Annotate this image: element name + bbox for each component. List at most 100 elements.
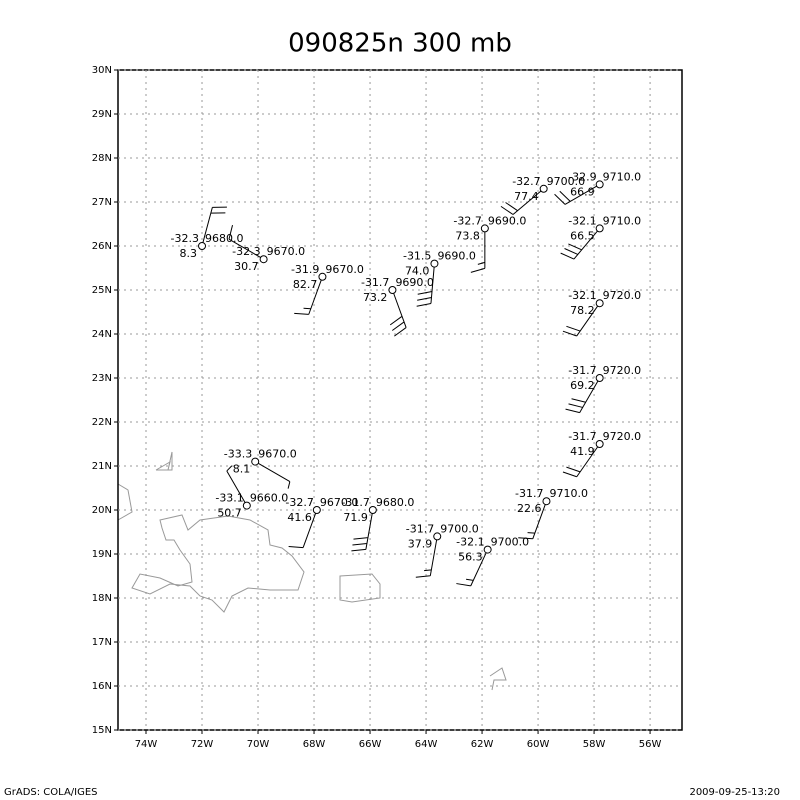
- height-label: 9720.0: [603, 364, 642, 377]
- footer-left: GrADS: COLA/IGES: [4, 787, 98, 798]
- temperature-label: -33.3: [224, 448, 252, 461]
- temperature-label: -31.7: [515, 487, 543, 500]
- footer-right: 2009-09-25-13:20: [689, 787, 780, 798]
- rh-label: 77.4: [514, 190, 539, 203]
- temperature-label: -32.9: [568, 170, 596, 183]
- height-label: 9720.0: [603, 289, 642, 302]
- rh-label: 41.6: [287, 511, 312, 524]
- wind-barb: [416, 263, 435, 307]
- rh-label: 69.2: [570, 379, 595, 392]
- wind-barb: [554, 183, 600, 205]
- station-marker: [595, 440, 604, 448]
- station-marker: [318, 272, 327, 281]
- rh-label: 66.9: [570, 185, 595, 198]
- station-marker: [259, 255, 268, 264]
- height-label: 9680.0: [376, 496, 415, 509]
- lon-label: 60W: [527, 739, 550, 750]
- station-marker: [251, 457, 260, 466]
- rh-label: 8.1: [233, 463, 251, 476]
- height-label: 9690.0: [395, 276, 434, 289]
- station-marker: [595, 224, 604, 233]
- height-label: 9660.0: [250, 492, 289, 505]
- lat-label: 18N: [92, 593, 112, 604]
- lat-label: 21N: [92, 461, 112, 472]
- temperature-label: -32.1: [456, 536, 484, 549]
- lon-label: 68W: [303, 739, 326, 750]
- height-label: 9690.0: [437, 250, 476, 263]
- lon-label: 66W: [359, 739, 382, 750]
- lat-label: 27N: [92, 197, 112, 208]
- temperature-label: -32.7: [512, 175, 540, 188]
- station-marker: [368, 506, 377, 514]
- lat-label: 17N: [92, 637, 112, 648]
- temperature-label: -32.3: [171, 232, 199, 245]
- height-label: 9700.0: [547, 175, 586, 188]
- lon-label: 72W: [191, 739, 214, 750]
- lat-label: 24N: [92, 329, 112, 340]
- rh-label: 82.7: [293, 278, 318, 291]
- wind-barb: [560, 228, 601, 260]
- rh-label: 22.6: [517, 502, 542, 515]
- temperature-label: -32.1: [568, 289, 596, 302]
- lat-label: 26N: [92, 241, 112, 252]
- temperature-label: -31.7: [361, 276, 389, 289]
- temperature-label: -32.7: [285, 496, 313, 509]
- wind-barb: [351, 509, 374, 552]
- rh-label: 66.5: [570, 229, 595, 242]
- lat-label: 19N: [92, 549, 112, 560]
- wind-barb: [201, 206, 227, 247]
- lat-label: 23N: [92, 373, 112, 384]
- height-label: 9680.0: [205, 232, 244, 245]
- station-marker: [595, 374, 604, 382]
- temperature-label: -33.1: [215, 492, 243, 505]
- temperature-label: -31.7: [568, 364, 596, 377]
- temperature-label: -31.7: [406, 522, 434, 535]
- station-marker: [539, 184, 548, 193]
- height-label: 9710.0: [603, 170, 642, 183]
- station-marker: [542, 497, 551, 506]
- temperature-label: -31.7: [341, 496, 369, 509]
- lat-label: 28N: [92, 153, 112, 164]
- lat-label: 29N: [92, 109, 112, 120]
- wind-barb: [228, 224, 264, 260]
- height-label: 9720.0: [603, 430, 642, 443]
- rh-label: 56.3: [458, 551, 483, 564]
- height-label: 9670.0: [320, 496, 359, 509]
- station-marker: [312, 506, 321, 514]
- rh-label: 50.7: [217, 507, 242, 520]
- station-marker: [595, 180, 604, 189]
- lon-label: 62W: [471, 739, 494, 750]
- lat-label: 22N: [92, 417, 112, 428]
- lat-label: 20N: [92, 505, 112, 516]
- wind-barb: [565, 377, 601, 414]
- wind-barb: [254, 461, 291, 489]
- rh-label: 37.9: [408, 537, 433, 550]
- lat-label: 15N: [92, 725, 112, 736]
- rh-label: 41.9: [570, 445, 595, 458]
- station-marker: [483, 545, 492, 554]
- wind-barb: [389, 289, 407, 337]
- station-marker: [433, 532, 442, 541]
- lon-label: 56W: [639, 739, 662, 750]
- height-label: 9670.0: [258, 448, 297, 461]
- height-label: 9670.0: [267, 245, 306, 258]
- lon-label: 74W: [135, 739, 158, 750]
- station-marker: [242, 501, 251, 510]
- rh-label: 78.2: [570, 304, 595, 317]
- height-label: 9670.0: [325, 263, 364, 276]
- plot-frame: [117, 69, 683, 731]
- rh-label: 8.3: [180, 247, 198, 260]
- lat-label: 25N: [92, 285, 112, 296]
- height-label: 9710.0: [549, 487, 588, 500]
- station-marker: [198, 242, 207, 250]
- wind-barb: [288, 509, 318, 549]
- wind-barb: [456, 549, 489, 587]
- lat-label: 16N: [92, 681, 112, 692]
- title: 090825n 300 mb: [288, 29, 512, 59]
- station-marker: [430, 259, 439, 268]
- temperature-label: -31.9: [291, 263, 319, 276]
- station-marker: [388, 286, 397, 294]
- temperature-label: -31.5: [403, 250, 431, 263]
- coastlines: [117, 451, 507, 691]
